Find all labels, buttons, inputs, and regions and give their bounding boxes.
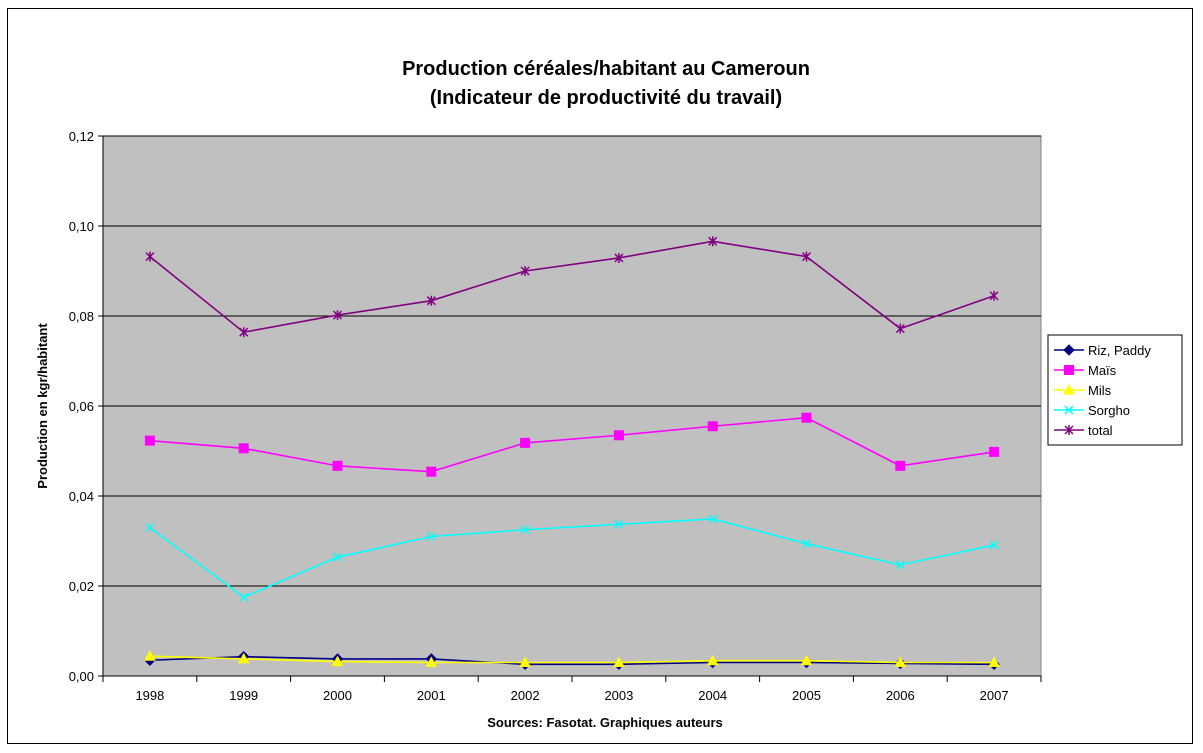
x-tick-label: 1998: [135, 688, 164, 703]
x-tick-label: 2005: [792, 688, 821, 703]
marker-asterisk: [708, 236, 718, 247]
marker-asterisk: [989, 290, 999, 301]
chart-title-line2: (Indicateur de productivité du travail): [430, 87, 782, 109]
y-axis-title: Production en kgr/habitant: [35, 323, 50, 489]
series-line: [149, 655, 995, 666]
legend-label: Mils: [1088, 383, 1112, 398]
marker-square: [613, 430, 624, 441]
legend-item: Maïs: [1054, 363, 1117, 378]
marker-triangle: [894, 656, 907, 667]
axes: 0,00 0,02 0,04 0,06 0,08 0,10 0,12 1998 1999 2000…: [69, 129, 1042, 703]
marker-x: [239, 592, 249, 602]
marker-triangle: [706, 654, 719, 666]
marker-asterisk: [801, 251, 812, 262]
marker-square: [426, 466, 437, 477]
marker-x: [614, 519, 624, 529]
legend: Riz, Paddy Maïs Mils Sorgho total: [1047, 334, 1183, 446]
marker-asterisk: [332, 310, 343, 321]
marker-square: [332, 460, 343, 471]
marker-x: [801, 539, 812, 549]
chart-svg: Production céréales/habitant au Cameroun…: [35, 58, 1183, 730]
marker-triangle: [1063, 383, 1075, 395]
marker-square: [238, 443, 249, 454]
x-tick-label: 2002: [511, 688, 540, 703]
series-layer: [144, 236, 1000, 671]
y-tick-label: 0,04: [69, 489, 94, 504]
legend-item: Sorgho: [1054, 403, 1130, 418]
marker-x: [426, 531, 436, 542]
marker-asterisk: [520, 266, 530, 276]
legend-item: total: [1054, 423, 1113, 438]
marker-triangle: [237, 652, 250, 664]
marker-x: [895, 560, 905, 570]
marker-x: [520, 525, 530, 535]
marker-triangle: [800, 654, 813, 666]
marker-square: [1064, 365, 1074, 375]
marker-asterisk: [614, 252, 624, 263]
legend-label: Maïs: [1088, 363, 1117, 378]
marker-square: [520, 437, 531, 448]
series-line: [149, 240, 995, 334]
y-tick-label: 0,02: [69, 579, 94, 594]
marker-triangle: [988, 656, 1000, 667]
marker-triangle: [519, 656, 531, 667]
legend-label: total: [1088, 423, 1113, 438]
legend-item: Riz, Paddy: [1054, 343, 1151, 358]
marker-asterisk: [145, 251, 155, 262]
marker-triangle: [425, 656, 438, 667]
marker-square: [895, 460, 906, 471]
legend-label: Riz, Paddy: [1088, 343, 1151, 358]
x-tick-label: 2003: [604, 688, 633, 703]
y-tick-label: 0,06: [69, 399, 94, 414]
marker-triangle: [331, 655, 344, 667]
chart-frame: Production céréales/habitant au Cameroun…: [7, 8, 1193, 744]
marker-asterisk: [426, 295, 436, 306]
marker-x: [332, 552, 343, 562]
chart-title-line1: Production céréales/habitant au Cameroun: [402, 58, 810, 80]
marker-triangle: [613, 656, 625, 667]
series-3: [145, 514, 999, 602]
marker-asterisk: [1064, 425, 1074, 435]
marker-diamond: [1063, 344, 1075, 356]
x-tick-label: 2004: [698, 688, 727, 703]
marker-asterisk: [239, 327, 249, 338]
y-tick-label: 0,00: [69, 669, 94, 684]
marker-square: [801, 412, 812, 423]
marker-square: [707, 421, 718, 432]
series-line: [149, 416, 995, 473]
marker-asterisk: [895, 323, 905, 334]
x-tick-label: 2000: [323, 688, 352, 703]
series-line: [149, 518, 995, 599]
y-tick-label: 0,08: [69, 309, 94, 324]
marker-x: [989, 540, 999, 550]
series-1: [144, 412, 1000, 477]
y-tick-label: 0,10: [69, 219, 94, 234]
marker-square: [144, 435, 155, 446]
marker-triangle: [144, 650, 156, 661]
x-tick-label: 2006: [886, 688, 915, 703]
series-4: [145, 236, 999, 338]
grid-lines: [103, 135, 1041, 587]
series-2: [144, 650, 1000, 667]
y-tick-label: 0,12: [69, 129, 94, 144]
legend-item: Mils: [1054, 383, 1112, 398]
x-axis-title: Sources: Fasotat. Graphiques auteurs: [487, 715, 723, 730]
marker-x: [145, 522, 155, 533]
x-tick-label: 1999: [229, 688, 258, 703]
series-line: [149, 655, 995, 664]
x-tick-label: 2007: [980, 688, 1009, 703]
legend-label: Sorgho: [1088, 403, 1130, 418]
marker-x: [708, 514, 718, 524]
x-tick-label: 2001: [417, 688, 446, 703]
marker-square: [989, 446, 1000, 457]
marker-x: [1064, 405, 1074, 415]
